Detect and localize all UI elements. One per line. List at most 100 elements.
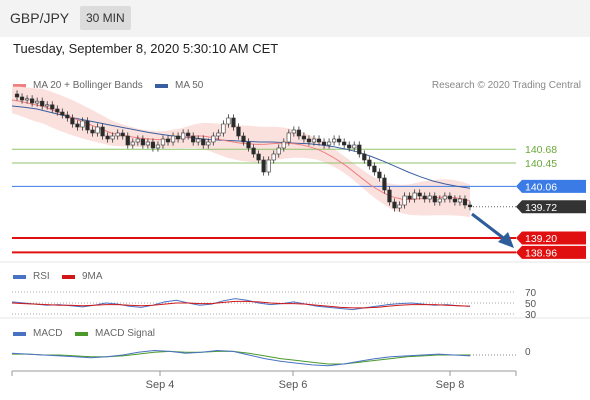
candle-body — [271, 153, 276, 161]
candle-body — [316, 138, 322, 143]
macd-signal-legend: MACD Signal — [95, 328, 156, 339]
candle-body — [231, 117, 236, 128]
macd-signal-swatch — [75, 332, 88, 336]
candle-body — [301, 135, 307, 140]
candle-body — [211, 135, 216, 143]
level-label-5: 138.96 — [525, 247, 557, 259]
x-tick-label-2: Sep 8 — [436, 379, 465, 391]
candle-body — [306, 138, 312, 143]
candle-body — [362, 153, 367, 161]
candle-body — [261, 159, 266, 173]
candle-body — [452, 198, 458, 203]
candle-body — [155, 144, 161, 149]
candle-body — [236, 126, 241, 137]
candle-body — [196, 138, 201, 143]
rsi-line — [11, 298, 471, 311]
candle-body — [45, 104, 50, 107]
candle-body — [427, 195, 432, 200]
macd-line — [11, 349, 471, 367]
candle-body — [367, 159, 372, 167]
x-tick-label-0: Sep 4 — [146, 379, 175, 391]
candle-body — [35, 100, 40, 104]
candle-body — [95, 126, 100, 134]
candle-body — [85, 120, 90, 131]
level-label-4: 139.20 — [525, 233, 557, 245]
candle-body — [60, 111, 65, 116]
candle-body — [135, 138, 140, 143]
candle-body — [30, 98, 35, 104]
candle-body — [40, 100, 45, 107]
candle-body — [206, 141, 211, 146]
rsi-swatch — [13, 275, 26, 279]
header-bar: GBP/JPY 30 MIN — [0, 0, 590, 37]
candle-body — [150, 141, 156, 149]
symbol-label: GBP/JPY — [10, 10, 70, 26]
forecast-arrow-head — [498, 232, 514, 248]
timeframe-button[interactable]: 30 MIN — [80, 6, 131, 30]
candle-body — [352, 144, 357, 149]
candle-body — [286, 132, 291, 143]
candle-body — [181, 132, 186, 140]
candle-body — [145, 141, 150, 146]
candle-body — [387, 189, 392, 203]
candle-body — [256, 153, 261, 161]
candle-body — [467, 204, 473, 208]
rsi-level-label-30: 30 — [525, 310, 537, 321]
level-label-2: 140.06 — [525, 181, 557, 193]
candle-body — [80, 120, 85, 128]
candle-body — [357, 144, 362, 155]
candle-body — [407, 195, 412, 200]
candle-body — [246, 141, 251, 149]
candle-body — [372, 165, 377, 173]
x-tick-label-1: Sep 6 — [279, 379, 308, 391]
candle-body — [437, 198, 442, 203]
candle-body — [442, 195, 447, 200]
rsi-level-label-70: 70 — [525, 288, 537, 299]
candle-body — [50, 104, 55, 110]
candle-body — [241, 135, 246, 143]
candle-body — [110, 135, 115, 140]
candle-body — [65, 114, 70, 119]
macd-zero-label: 0 — [525, 347, 531, 358]
candle-body — [337, 138, 342, 143]
candle-body — [321, 141, 327, 146]
candle-body — [90, 129, 95, 134]
rsi-ma-legend: 9MA — [82, 271, 103, 282]
macd-signal-line — [12, 350, 470, 365]
candle-body — [276, 147, 281, 155]
candle-body — [266, 159, 271, 173]
ma50-legend: MA 50 — [175, 80, 204, 91]
candle-body — [120, 132, 125, 137]
candle-body — [326, 141, 332, 146]
candle-body — [412, 192, 417, 200]
candle-body — [140, 138, 145, 146]
credit-label: Research © 2020 Trading Central — [431, 80, 581, 91]
candle-body — [397, 204, 402, 209]
candle-body — [422, 195, 427, 200]
ma20-legend: MA 20 + Bollinger Bands — [33, 80, 143, 91]
candle-body — [191, 135, 196, 143]
level-tag-4 — [516, 231, 586, 245]
level-label-3: 139.72 — [525, 202, 557, 214]
candle-body — [130, 141, 135, 146]
forecast-arrow-shaft — [471, 212, 507, 242]
candle-body — [160, 138, 166, 146]
candle-body — [175, 135, 181, 140]
candle-body — [105, 135, 110, 140]
bollinger-band — [12, 86, 470, 218]
candle-body — [382, 177, 387, 191]
candle-body — [24, 98, 30, 101]
macd-swatch — [13, 332, 26, 336]
candle-body — [447, 195, 452, 200]
candle-body — [19, 96, 25, 101]
candle-body — [216, 132, 221, 137]
candle-body — [392, 201, 397, 209]
rsi-ma-line — [11, 300, 471, 309]
ma20-swatch — [13, 84, 26, 88]
candle-body — [125, 135, 130, 146]
candle-body — [457, 198, 463, 203]
level-tag-2 — [516, 179, 586, 193]
level-tag-5 — [516, 245, 586, 259]
chart-datetime: Tuesday, September 8, 2020 5:30:10 AM CE… — [13, 41, 279, 56]
